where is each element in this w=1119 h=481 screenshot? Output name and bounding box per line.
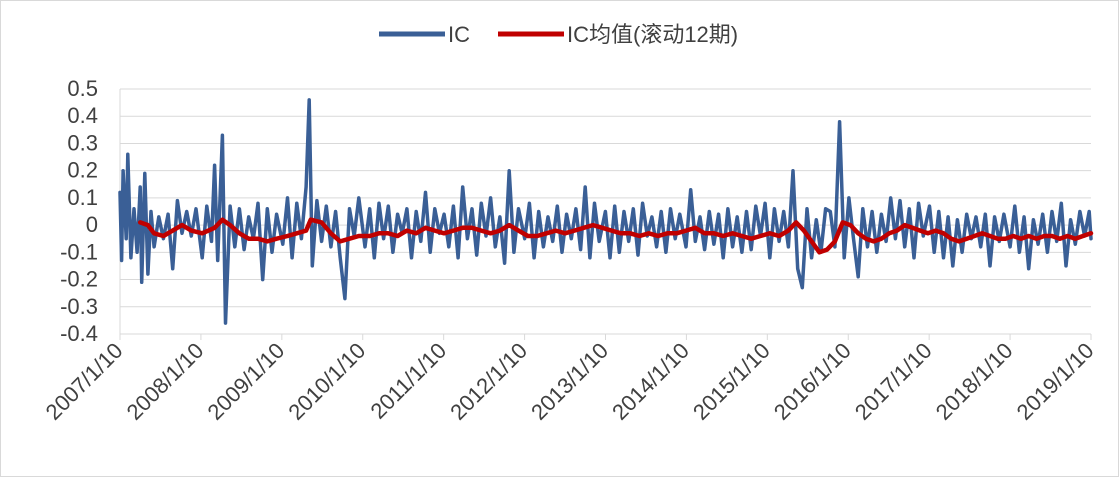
legend-label-ic: IC: [448, 22, 470, 47]
y-tick-label: 0.2: [67, 158, 98, 183]
x-tick-label: 2010/1/10: [283, 338, 370, 425]
x-tick-label: 2009/1/10: [202, 338, 289, 425]
x-tick-label: 2012/1/10: [445, 338, 532, 425]
x-tick-label: 2007/1/10: [41, 338, 128, 425]
legend-label-ic-rolling-mean: IC均值(滚动12期): [567, 22, 738, 47]
y-tick-label: 0.4: [67, 103, 98, 128]
x-tick-label: 2008/1/10: [122, 338, 209, 425]
series-line-ic: [118, 98, 1093, 325]
y-axis: 0.50.40.3 0.20.10-0.1 -0.2-0.3-0.4: [60, 76, 121, 346]
y-tick-label: 0.5: [67, 76, 98, 101]
legend: IC IC均值(滚动12期): [379, 22, 738, 47]
y-tick-label: 0.3: [67, 130, 98, 155]
x-tick-label: 2017/1/10: [850, 338, 937, 425]
y-tick-label: -0.1: [60, 239, 98, 264]
x-tick-label: 2013/1/10: [526, 338, 613, 425]
x-tick-label: 2011/1/10: [365, 338, 451, 424]
y-tick-label: -0.2: [60, 267, 98, 292]
x-tick-label: 2019/1/10: [1012, 338, 1099, 425]
x-tick-label: 2014/1/10: [607, 338, 694, 425]
y-tick-label: 0.1: [67, 185, 98, 210]
x-tick-label: 2015/1/10: [688, 338, 775, 425]
x-axis: 2007/1/102008/1/102009/1/102010/1/102011…: [41, 334, 1099, 425]
series-line-ic-rolling-mean: [137, 217, 1094, 255]
x-tick-label: 2016/1/10: [769, 338, 856, 425]
y-tick-label: 0: [86, 212, 98, 237]
series-layer: [118, 98, 1094, 325]
x-tick-label: 2018/1/10: [931, 338, 1018, 425]
y-tick-label: -0.4: [60, 321, 98, 346]
y-tick-label: -0.3: [60, 294, 98, 319]
